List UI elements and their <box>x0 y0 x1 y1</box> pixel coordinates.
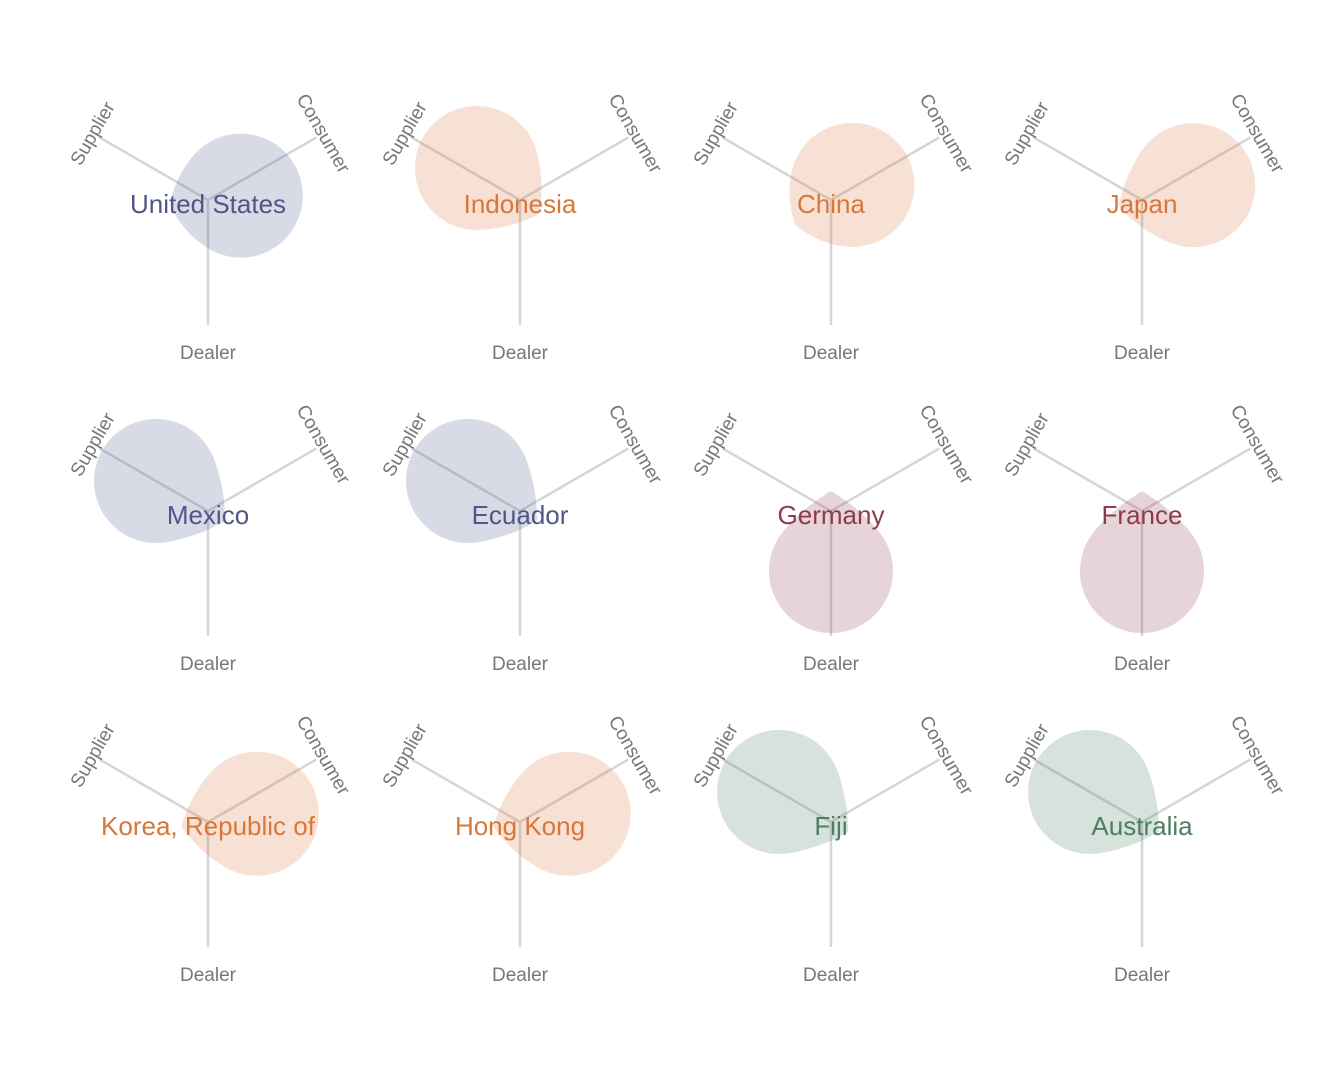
axis-label-consumer: Consumer <box>1226 713 1288 800</box>
axis-label-dealer: Dealer <box>492 965 549 986</box>
axis-line-consumer <box>830 758 940 824</box>
axis-line-supplier <box>411 758 521 824</box>
country-label-australia: Australia <box>1091 811 1193 841</box>
axis-label-dealer: Dealer <box>180 965 237 986</box>
axis-label-consumer: Consumer <box>915 91 977 178</box>
axis-line-supplier <box>99 136 209 202</box>
axis-label-consumer: Consumer <box>292 402 354 489</box>
radar-panel-china: Supplier Consumer Dealer China <box>690 91 977 364</box>
axis-label-dealer: Dealer <box>1114 654 1171 675</box>
axis-line-supplier <box>411 136 521 202</box>
radar-panel-france: Supplier Consumer Dealer France <box>1001 402 1288 675</box>
axis-line-consumer <box>1141 136 1251 202</box>
radar-shape-hong-kong <box>493 751 631 876</box>
axis-label-dealer: Dealer <box>180 654 237 675</box>
axis-line-supplier <box>722 447 832 513</box>
axis-line-consumer <box>1141 758 1251 824</box>
axis-line-supplier <box>1033 758 1143 824</box>
axis-label-supplier: Supplier <box>67 720 120 791</box>
axis-label-supplier: Supplier <box>690 409 743 480</box>
country-label-germany: Germany <box>778 500 885 530</box>
radar-shape-korea-republic-of <box>181 751 319 876</box>
axis-label-dealer: Dealer <box>1114 965 1171 986</box>
axis-label-dealer: Dealer <box>492 654 549 675</box>
axis-label-supplier: Supplier <box>379 720 432 791</box>
axis-line-supplier <box>722 758 832 824</box>
axis-line-supplier <box>1033 136 1143 202</box>
radar-shape-japan <box>1119 123 1256 248</box>
axis-line-consumer <box>207 758 317 824</box>
radar-shape-china <box>789 122 915 247</box>
axis-label-consumer: Consumer <box>915 402 977 489</box>
radar-panel-united-states: Supplier Consumer Dealer United States <box>67 91 354 364</box>
country-label-ecuador: Ecuador <box>472 500 569 530</box>
axis-line-supplier <box>722 136 832 202</box>
country-label-japan: Japan <box>1107 189 1178 219</box>
axis-line-supplier <box>411 447 521 513</box>
country-label-france: France <box>1102 500 1183 530</box>
radar-shape-fiji <box>717 730 849 854</box>
axis-label-supplier: Supplier <box>1001 409 1054 480</box>
radar-shape-ecuador <box>406 419 538 543</box>
country-label-korea-republic-of: Korea, Republic of <box>101 811 316 841</box>
radar-shape-france <box>1080 491 1204 633</box>
axis-label-dealer: Dealer <box>803 965 860 986</box>
axis-line-consumer <box>830 447 940 513</box>
axis-line-consumer <box>830 136 940 202</box>
axis-line-consumer <box>519 758 629 824</box>
radar-shape-united-states <box>170 133 303 258</box>
axis-line-consumer <box>519 447 629 513</box>
axis-label-consumer: Consumer <box>915 713 977 800</box>
axis-line-consumer <box>207 447 317 513</box>
axis-label-dealer: Dealer <box>492 343 549 364</box>
axis-line-consumer <box>519 136 629 202</box>
radar-shape-australia <box>1028 730 1160 854</box>
radar-shape-germany <box>769 491 893 633</box>
axis-line-consumer <box>207 136 317 202</box>
axis-line-supplier <box>99 447 209 513</box>
axis-line-consumer <box>1141 447 1251 513</box>
axis-label-supplier: Supplier <box>690 98 743 169</box>
country-label-hong-kong: Hong Kong <box>455 811 585 841</box>
country-label-mexico: Mexico <box>167 500 249 530</box>
country-label-united-states: United States <box>130 189 286 219</box>
radar-shape-indonesia <box>414 106 542 230</box>
radar-shape-mexico <box>94 419 226 543</box>
axis-label-dealer: Dealer <box>803 654 860 675</box>
axis-label-dealer: Dealer <box>803 343 860 364</box>
country-label-fiji: Fiji <box>814 811 847 841</box>
axis-label-dealer: Dealer <box>1114 343 1171 364</box>
country-label-indonesia: Indonesia <box>464 189 577 219</box>
country-label-china: China <box>797 189 865 219</box>
axis-line-supplier <box>1033 447 1143 513</box>
axis-label-dealer: Dealer <box>180 343 237 364</box>
axis-label-consumer: Consumer <box>604 402 666 489</box>
axis-line-supplier <box>99 758 209 824</box>
radar-panel-germany: Supplier Consumer Dealer Germany <box>690 402 977 675</box>
axis-label-consumer: Consumer <box>1226 402 1288 489</box>
axis-label-supplier: Supplier <box>1001 98 1054 169</box>
axis-label-supplier: Supplier <box>67 98 120 169</box>
axis-label-consumer: Consumer <box>292 91 354 178</box>
axis-label-consumer: Consumer <box>604 91 666 178</box>
